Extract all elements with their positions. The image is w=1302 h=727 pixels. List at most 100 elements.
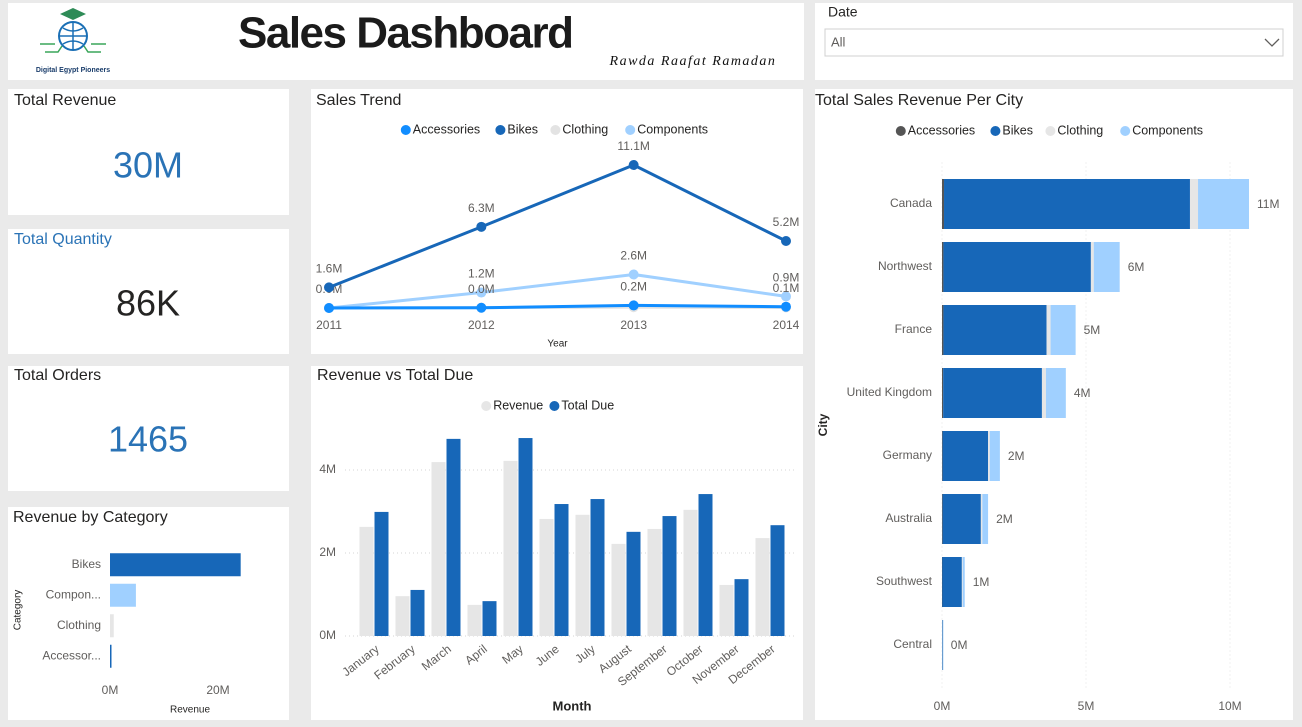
bar-segment xyxy=(944,179,1190,229)
bar-segment xyxy=(942,368,944,418)
x-tick-label: 2013 xyxy=(620,318,647,332)
bar xyxy=(467,604,482,636)
data-label: 1.6M xyxy=(316,262,343,276)
bar-segment xyxy=(1093,242,1120,292)
point xyxy=(628,300,639,311)
y-axis-label: Category xyxy=(13,590,24,631)
bar xyxy=(770,525,785,636)
x-tick-label: 0M xyxy=(934,699,951,713)
bar-segment xyxy=(942,494,981,544)
y-axis-label: City xyxy=(816,413,830,436)
data-label: 0.2M xyxy=(620,280,647,294)
bar xyxy=(719,584,734,636)
legend-marker xyxy=(990,126,1001,136)
point xyxy=(628,160,639,170)
bar-segment xyxy=(943,305,1047,355)
bar xyxy=(110,553,241,577)
legend-label: Clothing xyxy=(562,122,608,136)
point xyxy=(324,303,334,313)
chart-title: Revenue by Category xyxy=(13,509,168,526)
legend-marker xyxy=(1120,126,1131,136)
data-label: 1.2M xyxy=(468,267,495,281)
bar-segment xyxy=(942,242,944,292)
bar-segment xyxy=(962,557,965,607)
bar xyxy=(110,614,114,638)
total-label: 4M xyxy=(1074,386,1091,400)
x-axis-label: Month xyxy=(553,698,592,713)
bar xyxy=(698,494,713,636)
chart-title: Total Sales Revenue Per City xyxy=(815,92,1023,109)
x-tick-label: 20M xyxy=(206,683,229,697)
x-tick-label: 2014 xyxy=(773,318,800,332)
legend-label: Revenue xyxy=(493,398,543,412)
legend-label: Components xyxy=(637,122,708,136)
bar-segment xyxy=(942,557,962,607)
legend-marker xyxy=(895,126,906,136)
logo-cap xyxy=(60,8,86,20)
legend-marker xyxy=(400,125,411,135)
legend-label: Clothing xyxy=(1057,123,1103,137)
bar xyxy=(611,543,626,636)
y-tick-label: Canada xyxy=(890,196,932,210)
bar xyxy=(431,462,446,636)
bar xyxy=(446,438,461,636)
bar-segment xyxy=(1045,368,1066,418)
bar xyxy=(755,538,770,636)
legend-marker xyxy=(1045,126,1056,136)
dropdown[interactable] xyxy=(824,28,1284,57)
bar-segment xyxy=(1041,368,1046,418)
x-tick-label: 5M xyxy=(1078,699,1095,713)
bar-segment xyxy=(942,620,943,670)
y-tick-label: 2M xyxy=(319,545,336,559)
chart-panel xyxy=(8,507,289,720)
logo-text: Digital Egypt Pioneers xyxy=(36,67,110,74)
line xyxy=(328,272,787,310)
bar-segment xyxy=(1090,242,1094,292)
total-label: 2M xyxy=(1008,449,1025,463)
y-tick-label: Clothing xyxy=(57,618,101,632)
total-label: 2M xyxy=(996,512,1013,526)
data-label: 0.0M xyxy=(468,282,495,296)
legend-marker xyxy=(550,125,561,135)
data-label: 11.1M xyxy=(617,139,649,153)
legend-label: Accessories xyxy=(908,123,975,137)
dropdown-chevron xyxy=(1264,38,1280,47)
x-axis-label: Revenue xyxy=(170,705,210,716)
bar-segment xyxy=(943,242,1091,292)
y-tick-label: Compon... xyxy=(46,587,101,601)
header-panel xyxy=(8,3,804,80)
logo-lines xyxy=(59,22,87,50)
y-tick-label: Germany xyxy=(883,448,932,462)
y-tick-label: Bikes xyxy=(72,557,101,571)
card-title: Total Quantity xyxy=(14,231,112,248)
bar xyxy=(647,528,662,636)
y-tick-label: Northwest xyxy=(878,259,933,273)
y-tick-label: 0M xyxy=(319,628,336,642)
y-tick-label: Accessor... xyxy=(42,648,101,662)
line xyxy=(328,163,787,289)
bar xyxy=(110,644,112,668)
card-panel xyxy=(8,366,289,491)
y-tick-label: France xyxy=(895,322,933,336)
y-tick-label: United Kingdom xyxy=(847,385,932,399)
logo: Digital Egypt Pioneers xyxy=(36,8,110,74)
bar xyxy=(662,516,677,636)
bar-segment xyxy=(961,557,963,607)
point xyxy=(781,291,791,302)
bar-segment xyxy=(942,431,989,481)
bar xyxy=(626,531,641,636)
x-axis-label: Year xyxy=(547,339,568,350)
chart-title: Sales Trend xyxy=(316,92,401,109)
total-label: 5M xyxy=(1084,323,1101,337)
bar xyxy=(395,596,410,636)
legend-label: Total Due xyxy=(561,398,614,412)
bar xyxy=(359,526,374,636)
x-tick-label: 2012 xyxy=(468,318,495,332)
bar-segment xyxy=(989,431,1000,481)
total-label: 11M xyxy=(1257,197,1279,211)
card-panel xyxy=(8,229,289,354)
data-label: 2.6M xyxy=(620,249,647,263)
bar-segment xyxy=(980,494,983,544)
card-value: 30M xyxy=(113,145,183,186)
